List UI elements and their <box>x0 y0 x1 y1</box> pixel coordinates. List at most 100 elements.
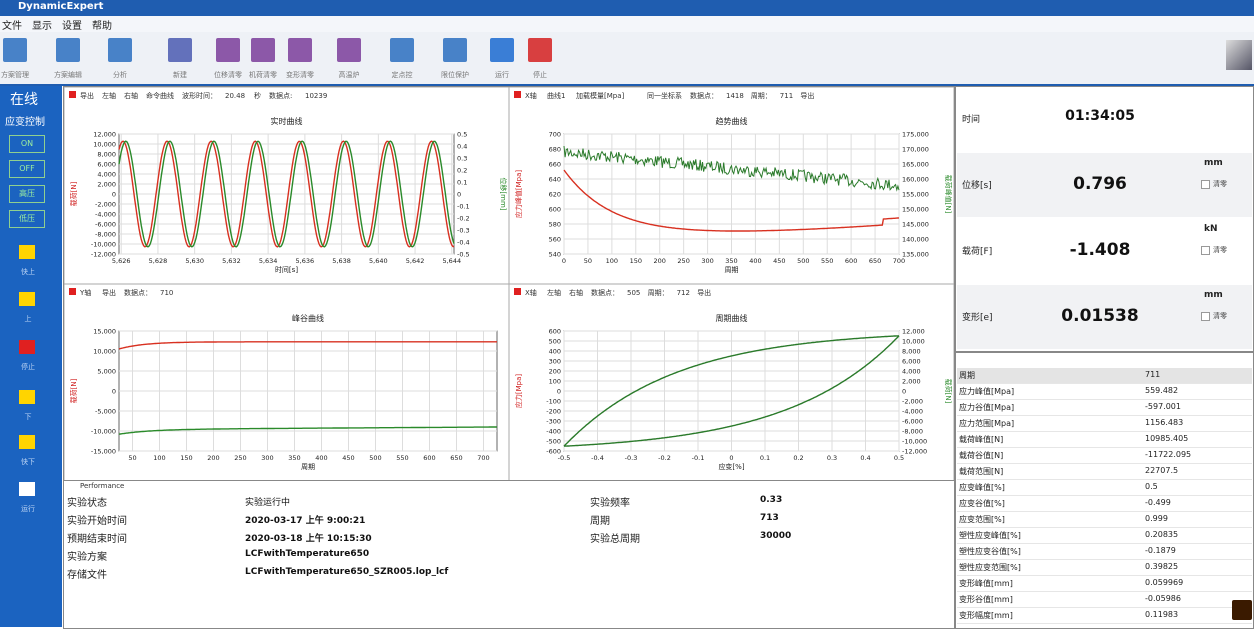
stat-label: 应变峰值[%] <box>959 483 1005 492</box>
control-label[interactable]: 下 <box>24 413 32 421</box>
chart-toolbar-item: 1418 <box>726 92 744 100</box>
y2-tick-label: 170,000 <box>902 146 929 154</box>
tool-icon[interactable] <box>490 38 514 62</box>
x-tick-label: 400 <box>749 257 761 265</box>
performance-title: Performance <box>80 482 125 490</box>
tool-label[interactable]: 运行 <box>495 71 509 79</box>
control-label[interactable]: 快上 <box>21 268 35 276</box>
x-tick-label: 500 <box>797 257 809 265</box>
tool-label[interactable]: 变形清零 <box>286 71 314 79</box>
reset-label[interactable]: 清零 <box>1213 180 1227 188</box>
y-tick-label: 0 <box>112 191 116 199</box>
mode-button[interactable]: OFF <box>9 160 45 178</box>
tool-icon[interactable] <box>288 38 312 62</box>
y2-tick-label: 0 <box>457 191 461 199</box>
reset-checkbox[interactable] <box>1201 312 1210 321</box>
y-tick-label: -6,000 <box>95 221 116 229</box>
x-tick-label: 0.3 <box>827 454 837 462</box>
chart-toolbar-item: 导出 <box>102 288 116 297</box>
tool-label[interactable]: 停止 <box>533 71 547 79</box>
x-tick-label: 100 <box>153 454 165 462</box>
tool-icon[interactable] <box>216 38 240 62</box>
control-label[interactable]: 上 <box>24 315 32 323</box>
stat-label: 变形幅度[mm] <box>959 611 1013 620</box>
tool-icon[interactable] <box>56 38 80 62</box>
control-icon[interactable] <box>19 390 35 404</box>
perf-label: 实验状态 <box>67 498 107 509</box>
tool-label[interactable]: 定点控 <box>391 71 413 79</box>
reset-label[interactable]: 清零 <box>1213 312 1227 320</box>
stat-value: 0.11983 <box>1145 610 1179 619</box>
y2-tick-label: 2,000 <box>902 378 921 386</box>
chart-toolbar-item: 命令曲线 <box>146 91 174 100</box>
tool-icon[interactable] <box>3 38 27 62</box>
y2-tick-label: -0.5 <box>457 251 470 259</box>
trace <box>563 169 900 232</box>
tool-icon[interactable] <box>337 38 361 62</box>
x-tick-label: -0.4 <box>591 454 604 462</box>
tool-label[interactable]: 位移清零 <box>214 71 242 79</box>
y-tick-label: 2,000 <box>97 181 116 189</box>
tool-label[interactable]: 机荷清零 <box>249 71 277 79</box>
stat-value: -0.05986 <box>1145 594 1181 603</box>
y-axis-label: 应力[Mpa] <box>514 374 523 409</box>
x-tick-label: 5,642 <box>406 257 425 265</box>
y2-tick-label: 175,000 <box>902 131 929 139</box>
tool-label[interactable]: 方案编辑 <box>54 71 82 79</box>
reset-label[interactable]: 清零 <box>1213 246 1227 254</box>
tool-label[interactable]: 分析 <box>113 71 127 79</box>
stat-value: -0.499 <box>1145 498 1171 507</box>
reset-checkbox[interactable] <box>1201 180 1210 189</box>
control-icon[interactable] <box>19 245 35 259</box>
control-icon[interactable] <box>19 292 35 306</box>
y-tick-label: -15,000 <box>91 448 116 456</box>
perf-label: 实验开始时间 <box>67 516 127 527</box>
x-axis-label: 周期 <box>301 463 315 471</box>
x-tick-label: 5,638 <box>332 257 351 265</box>
mode-button[interactable]: ON <box>9 135 45 153</box>
y2-tick-label: -8,000 <box>902 428 923 436</box>
control-icon[interactable] <box>19 482 35 496</box>
control-label[interactable]: 快下 <box>21 458 35 466</box>
chart-toolbar-item: 左轴 <box>547 288 561 297</box>
x-tick-label: 550 <box>396 454 408 462</box>
control-label[interactable]: 运行 <box>21 505 35 513</box>
reset-checkbox[interactable] <box>1201 246 1210 255</box>
x-tick-label: 250 <box>677 257 689 265</box>
control-icon[interactable] <box>19 340 35 354</box>
mode-button[interactable]: 高压 <box>9 185 45 203</box>
tool-label[interactable]: 方案管理 <box>1 71 29 79</box>
tool-icon[interactable] <box>528 38 552 62</box>
tool-icon[interactable] <box>443 38 467 62</box>
mode-button[interactable]: 低压 <box>9 210 45 228</box>
x-tick-label: 300 <box>261 454 273 462</box>
tool-icon[interactable] <box>168 38 192 62</box>
y2-axis-label: 位移[mm] <box>499 177 508 210</box>
control-icon[interactable] <box>19 435 35 449</box>
y2-tick-label: 140,000 <box>902 236 929 244</box>
menu-item[interactable]: 显示 <box>32 21 52 32</box>
menu-item[interactable]: 帮助 <box>92 21 112 32</box>
tool-icon[interactable] <box>251 38 275 62</box>
y2-tick-label: 0.4 <box>457 143 467 151</box>
menu-item[interactable]: 文件 <box>2 21 22 32</box>
x-tick-label: 700 <box>477 454 489 462</box>
stat-row <box>957 608 1252 624</box>
y-tick-label: 600 <box>549 328 561 336</box>
tool-icon[interactable] <box>390 38 414 62</box>
control-label[interactable]: 停止 <box>21 363 35 371</box>
x-tick-label: -0.2 <box>658 454 671 462</box>
y-tick-label: 400 <box>549 348 561 356</box>
stat-label: 载荷峰值[N] <box>959 435 1004 444</box>
tool-label[interactable]: 新建 <box>173 71 187 79</box>
menu-item[interactable]: 设置 <box>62 21 82 32</box>
stat-value: 0.059969 <box>1145 578 1184 587</box>
series-swatch <box>514 91 521 98</box>
x-tick-label: 5,630 <box>185 257 204 265</box>
x-tick-label: 700 <box>893 257 905 265</box>
tool-label[interactable]: 限位保护 <box>441 71 469 79</box>
title-bar <box>0 0 1254 16</box>
tool-icon[interactable] <box>108 38 132 62</box>
tool-label[interactable]: 高温炉 <box>338 71 360 79</box>
